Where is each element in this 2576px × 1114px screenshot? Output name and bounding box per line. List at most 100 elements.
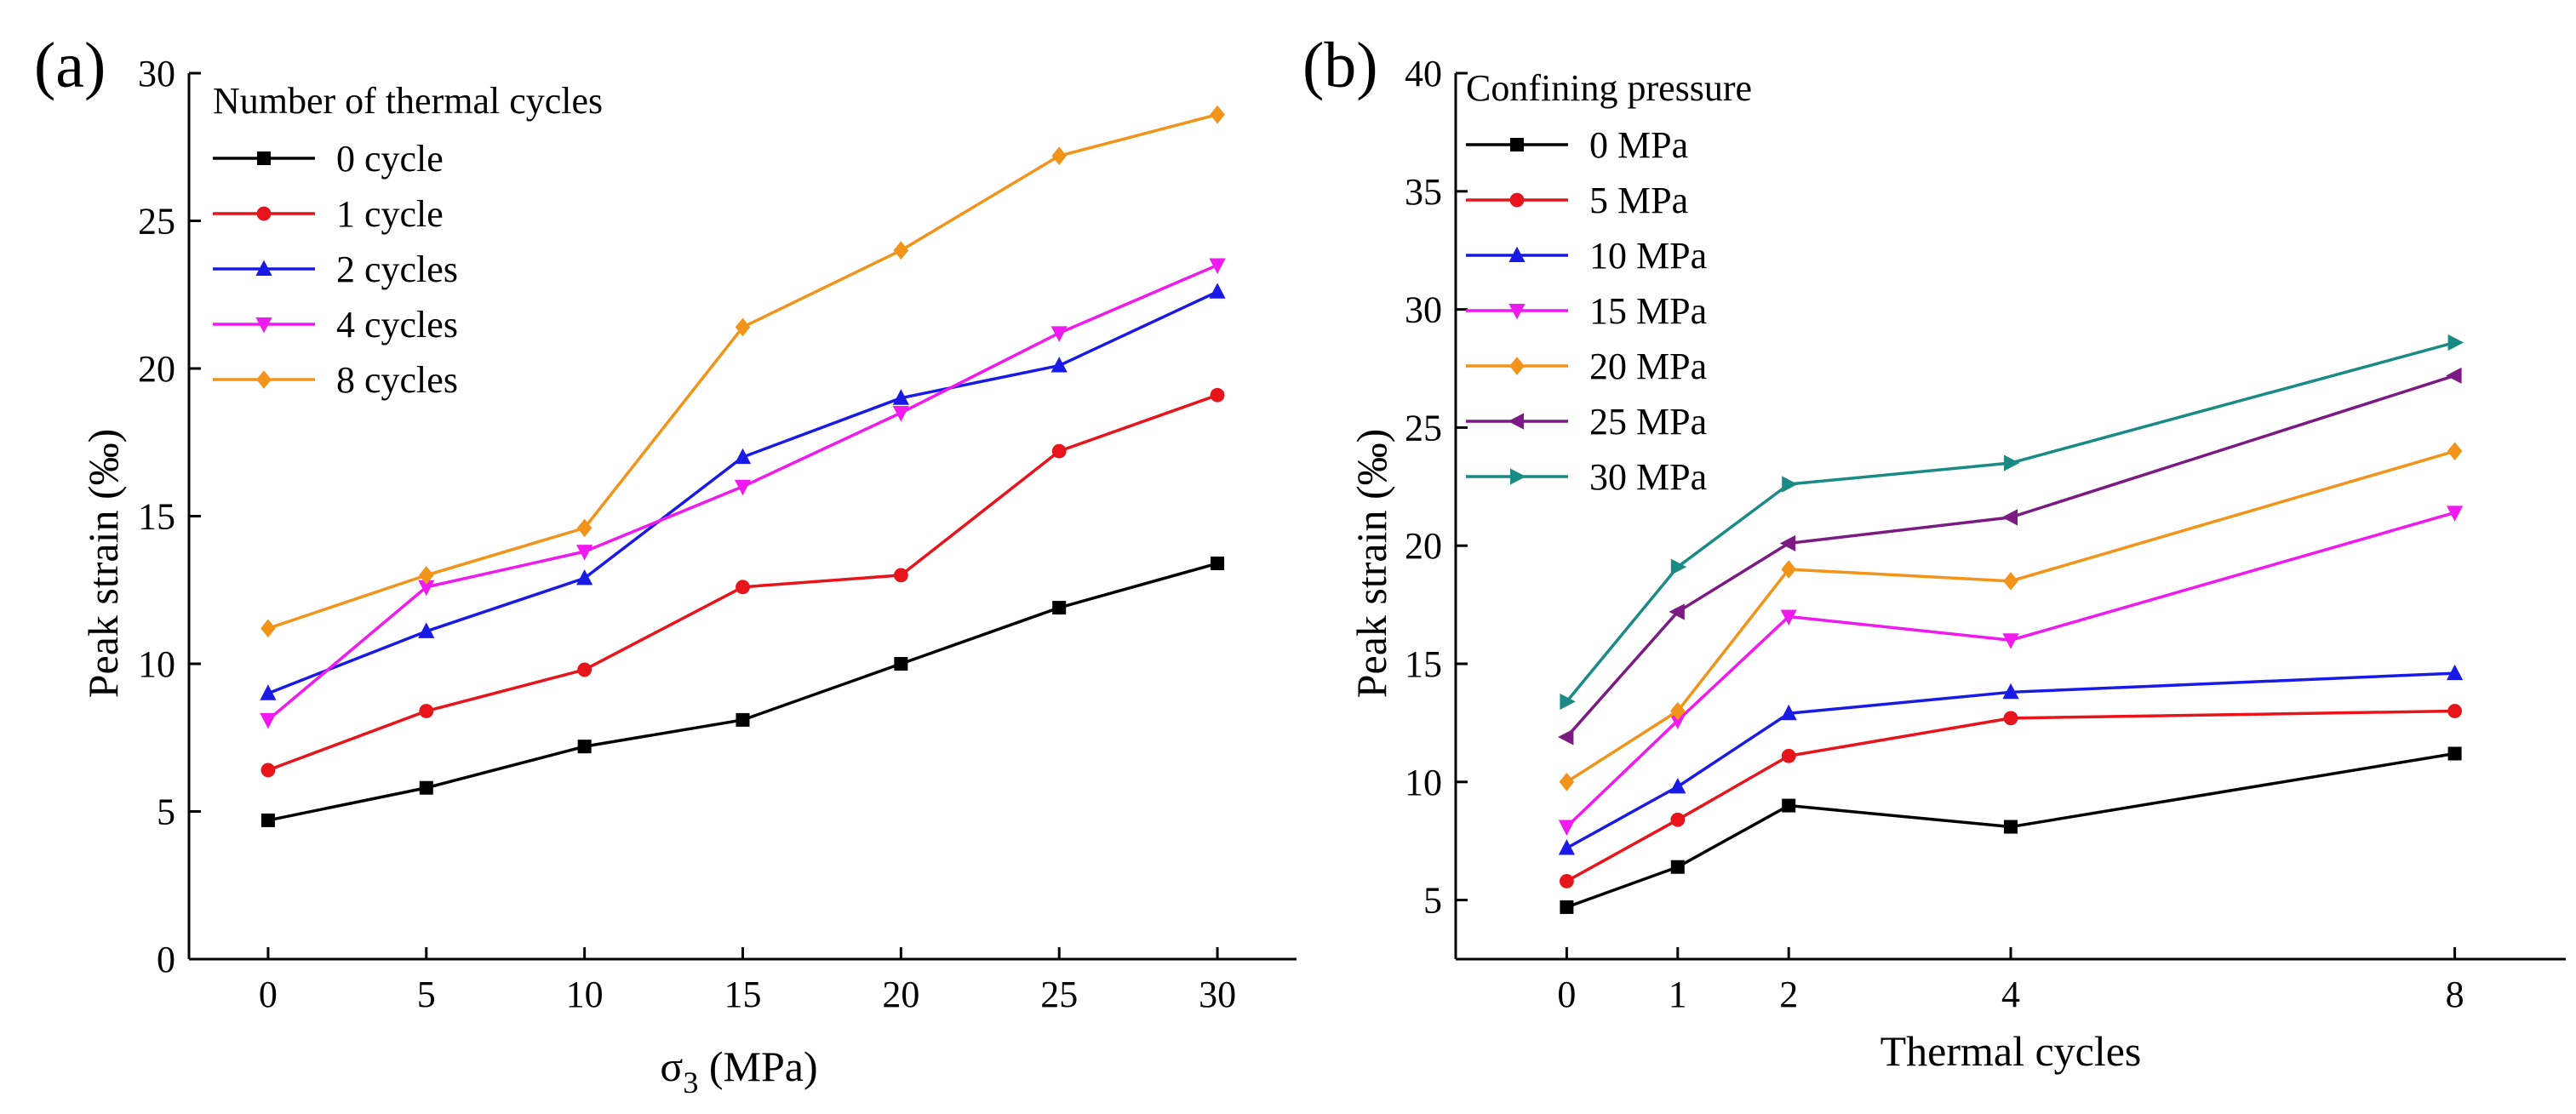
- panel-a-legend: Number of thermal cycles 0 cycle 1 cycle 2…: [213, 80, 603, 401]
- panel-b-series-30-mpa-point: [1782, 476, 1798, 493]
- panel-a-series-1-cycle-point: [736, 580, 750, 595]
- panel-a-series-0-cycle-point: [1211, 557, 1225, 571]
- panel-a-series-2-cycles-point: [418, 622, 435, 638]
- panel-b-legend-item: 30 MPa: [1466, 456, 1707, 498]
- panel-b-series-20-mpa-point: [2003, 572, 2018, 591]
- panel-b-series-5-mpa-point: [1670, 812, 1686, 827]
- panel-b-legend-title: Confining pressure: [1466, 67, 1752, 109]
- panel-b-legend-item: 5 MPa: [1466, 180, 1688, 221]
- panel-a-legend-item: 1 cycle: [213, 193, 444, 235]
- panel-a-x-tick-label: 30: [1199, 974, 1236, 1015]
- panel-a-legend-label: 4 cycles: [336, 304, 458, 346]
- panel-b-series-10-mpa-point: [1780, 704, 1797, 721]
- panel-b-series-0-mpa-point: [2447, 746, 2462, 761]
- panel-a-y-tick-label: 25: [138, 201, 175, 243]
- panel-b-x-tick-label: 0: [1557, 974, 1576, 1015]
- panel-b-legend-swatch-marker: [1508, 413, 1524, 430]
- panel-b-series-20-mpa-point: [1781, 560, 1796, 579]
- panel-a-series-4-cycles-point: [1209, 258, 1226, 274]
- panel-b-legend-swatch-marker: [1509, 192, 1525, 208]
- panel-a-x-tick-label: 10: [566, 974, 604, 1015]
- panel-b-series-5-mpa-point: [1781, 748, 1796, 763]
- panel-b-x-tick-label: 1: [1669, 974, 1687, 1015]
- panel-a-chart: (a) 0 5 10 15 20 25 30 0 5 10 15 20 25 30 Number of t…: [34, 30, 1297, 1100]
- panel-b-y-tick-label: 25: [1405, 407, 1442, 448]
- panel-a-x-tick-label: 15: [724, 974, 762, 1015]
- panel-a-series-0-cycle-point: [419, 780, 433, 795]
- panel-b-series-10-mpa-point: [2447, 664, 2464, 681]
- panel-a-series-4-cycles-point: [734, 479, 752, 496]
- panel-a-legend-swatch-marker: [257, 151, 271, 165]
- panel-a-y-tick-label: 10: [138, 643, 175, 685]
- panel-b-legend-label: 15 MPa: [1589, 290, 1707, 332]
- panel-b-y-tick-label: 20: [1405, 525, 1442, 567]
- panel-a-x-tick-label: 20: [882, 974, 919, 1015]
- panel-a-y-tick-label: 20: [138, 348, 175, 390]
- panel-a-y-tick-label: 30: [138, 53, 175, 94]
- panel-a-x-axis-unit: (MPa): [698, 1043, 817, 1090]
- panel-b-series-25-mpa-point: [1558, 728, 1574, 746]
- panel-a-x-axis-subscript: 3: [683, 1065, 698, 1100]
- panel-b-series-0-mpa: [1560, 746, 2462, 914]
- panel-b-y-tick-label: 10: [1405, 762, 1442, 803]
- panel-a-series-1-cycle-point: [419, 704, 434, 718]
- panel-b-legend-swatch-marker: [1509, 357, 1525, 375]
- panel-b-series-0-mpa-point: [2004, 820, 2018, 834]
- panel-a-y-axis-title: Peak strain (‰): [79, 429, 127, 699]
- panel-b-series-25-mpa-point: [2001, 509, 2018, 526]
- panel-b-series-15-mpa-point: [1780, 609, 1797, 626]
- panel-a-series-0-cycle-point: [894, 657, 908, 671]
- panel-a-series-4-cycles-point: [260, 712, 277, 729]
- panel-a-series-0-cycle-point: [577, 740, 592, 754]
- panel-b-legend-swatch-marker: [1510, 138, 1524, 151]
- panel-b-legend-label: 5 MPa: [1589, 180, 1688, 221]
- panel-a-series-0-cycle-point: [1052, 601, 1067, 615]
- panel-a-series-0-cycle-point: [736, 712, 750, 727]
- panel-b-series-30-mpa-point: [1560, 693, 1576, 711]
- panel-a-legend-item: 4 cycles: [213, 304, 458, 346]
- panel-a-legend-item: 8 cycles: [213, 359, 458, 401]
- panel-b-series-5-mpa-point: [2447, 704, 2463, 718]
- panel-b-legend-label: 20 MPa: [1589, 346, 1707, 387]
- panel-a-series-1-cycle-point: [893, 568, 908, 583]
- panel-a-series-1-cycle: [260, 387, 1225, 778]
- panel-a-series-8-cycles-point: [260, 619, 276, 638]
- panel-a-legend-label: 0 cycle: [336, 138, 444, 180]
- panel-a-x-axis-title: σ3 (MPa): [660, 1043, 817, 1100]
- panel-b-series-15-mpa: [1558, 506, 2464, 836]
- panel-b-legend-item: 10 MPa: [1466, 235, 1707, 277]
- panel-b-series-15-mpa-line: [1566, 511, 2456, 828]
- panel-a-series-1-cycle-point: [260, 763, 276, 778]
- panel-a-x-tick-label: 25: [1040, 974, 1078, 1015]
- panel-b-series-25-mpa-point: [2446, 367, 2462, 384]
- panel-a-series-4-cycles-point: [418, 580, 435, 597]
- panel-a-x-axis-symbol: σ: [660, 1043, 683, 1090]
- panel-a-series-8-cycles-point: [893, 241, 909, 260]
- panel-a-y-tick-label: 15: [138, 496, 175, 538]
- panel-a-y-tick-label: 0: [157, 939, 175, 980]
- panel-a-series-8-cycles-point: [1210, 105, 1225, 124]
- panel-a-series-4-cycles-point: [576, 545, 593, 561]
- panel-b-legend-item: 15 MPa: [1466, 290, 1707, 332]
- panel-a-series-2-cycles-point: [892, 389, 909, 405]
- panel-a-series-1-cycle-point: [577, 662, 592, 677]
- panel-b-series-5-mpa: [1560, 704, 2463, 888]
- panel-a-legend-label: 1 cycle: [336, 193, 444, 235]
- panel-b-series-10-mpa-point: [2002, 683, 2019, 700]
- panel-b-series-15-mpa-point: [1558, 820, 1575, 836]
- panel-b-series-25-mpa: [1558, 367, 2462, 746]
- panel-a-series-0-cycle: [260, 557, 1225, 827]
- panel-b-y-tick-label: 15: [1405, 643, 1442, 685]
- panel-b-series-10-mpa-point: [1558, 839, 1575, 855]
- panel-a-x-tick-label: 0: [259, 974, 278, 1015]
- panel-b-series-30-mpa-point: [1670, 558, 1687, 575]
- panel-a-series-8-cycles-point: [576, 518, 592, 538]
- panel-b-y-tick-label: 30: [1405, 289, 1442, 331]
- panel-a-series: [260, 105, 1226, 827]
- panel-b-legend-item: 25 MPa: [1466, 401, 1707, 443]
- panel-b-x-tick-label: 2: [1779, 974, 1798, 1015]
- panel-b-series-0-mpa-point: [1670, 860, 1685, 874]
- panel-a-legend-item: 2 cycles: [213, 249, 458, 290]
- panel-b-series-15-mpa-point: [2447, 506, 2464, 522]
